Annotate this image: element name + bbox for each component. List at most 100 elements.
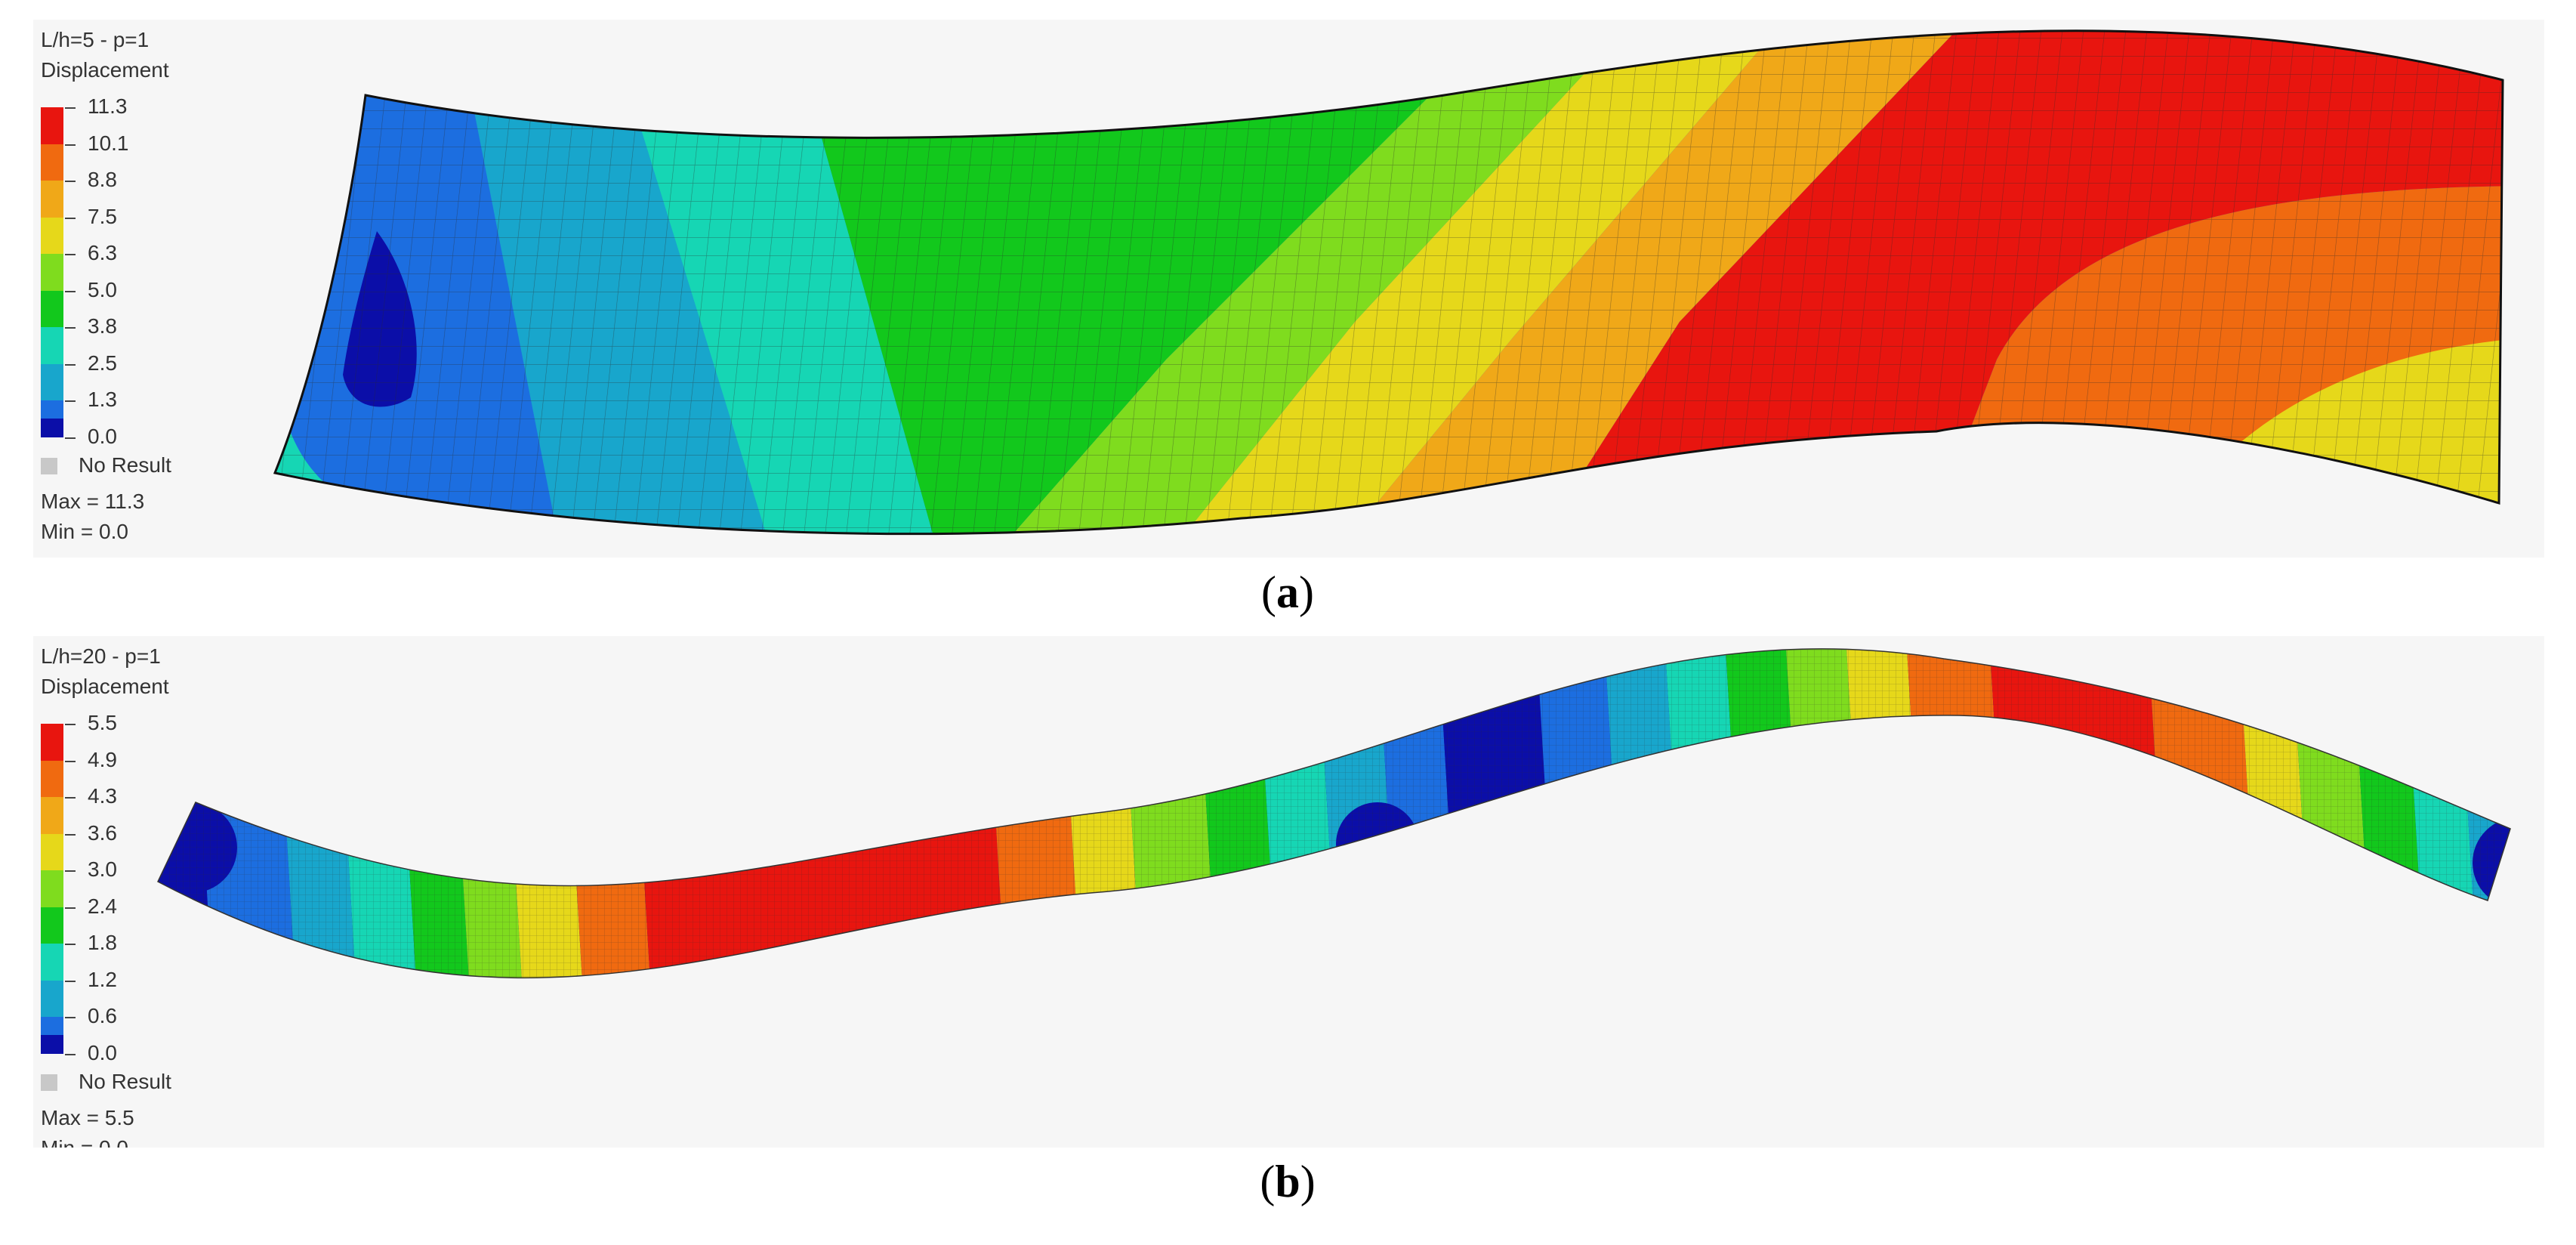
max-value-text: Max = 11.3 — [41, 489, 145, 513]
contour-band — [1257, 648, 1347, 978]
scale-band-0 — [41, 107, 63, 144]
scale-band-2 — [41, 797, 63, 834]
scale-label: 8.8 — [88, 168, 117, 191]
scale-tick — [65, 944, 76, 945]
caption-b: (b) — [1260, 1157, 1316, 1206]
scale-tick — [65, 327, 76, 329]
beam-contour-plot-b — [157, 636, 2544, 1148]
scale-tick — [65, 760, 76, 762]
no-result-entry: No Result — [41, 1067, 171, 1096]
scale-tick — [65, 870, 76, 872]
scale-label: 3.0 — [88, 857, 117, 881]
no-result-swatch — [41, 458, 57, 475]
scale-band-5 — [41, 907, 63, 944]
scale-tick — [65, 363, 76, 366]
scale-tick — [65, 290, 76, 292]
beam-b-contours — [158, 636, 2544, 1148]
contour-band — [2525, 636, 2544, 1148]
scale-band-4 — [41, 254, 63, 291]
contour-band — [2291, 648, 2382, 978]
scale-band-2 — [41, 181, 63, 218]
no-result-entry: No Result — [41, 451, 171, 480]
scale-band-3 — [41, 833, 63, 870]
scale-label: 5.0 — [88, 277, 117, 301]
caption-letter-b: b — [1275, 1157, 1300, 1206]
beam-contour-plot-a — [273, 29, 2504, 536]
scale-band-7 — [41, 363, 63, 400]
scale-label: 2.4 — [88, 894, 117, 918]
scale-label: 2.5 — [88, 351, 117, 375]
scale-tick — [65, 833, 76, 836]
scale-band-6 — [41, 327, 63, 364]
scale-tick — [65, 144, 76, 146]
contour-band — [2352, 648, 2435, 978]
scale-band-0 — [41, 724, 63, 761]
scale-band-7 — [41, 980, 63, 1017]
min-value-text: Min = 0.0 — [41, 1135, 128, 1148]
scale-band-1 — [41, 144, 63, 181]
result-quantity-b: Displacement — [41, 675, 169, 698]
caption-letter-a: a — [1276, 567, 1299, 617]
scale-label: 7.5 — [88, 204, 117, 228]
no-result-swatch — [41, 1074, 57, 1092]
scale-band-9 — [41, 1035, 63, 1054]
scale-label: 10.1 — [88, 131, 129, 155]
legend-b: L/h=20 - p=1 Displacement 5.5 4.9 4.3 3.6 3.… — [41, 642, 171, 1148]
scale-tick — [65, 907, 76, 909]
scale-label: 1.2 — [88, 967, 117, 991]
mesh-overlay — [275, 30, 2503, 534]
scale-tick — [65, 437, 76, 439]
scale-tick — [65, 107, 76, 109]
contour-band — [1121, 648, 1226, 978]
contour-panel-a: L/h=5 - p=1 Displacement 11.3 10.1 8.8 7.5 6… — [33, 20, 2544, 558]
contour-band — [1317, 648, 1408, 978]
scale-band-1 — [41, 760, 63, 797]
scale-label: 3.8 — [88, 314, 117, 338]
scale-band-5 — [41, 290, 63, 327]
contour-band — [2238, 648, 2321, 978]
no-result-label: No Result — [79, 453, 171, 477]
scale-label: 11.3 — [88, 94, 128, 118]
scale-tick — [65, 254, 76, 255]
scale-tick — [65, 980, 76, 982]
legend-a: L/h=5 - p=1 Displacement 11.3 10.1 8.8 7.5 6… — [41, 26, 171, 543]
contour-panel-b: L/h=20 - p=1 Displacement 5.5 4.9 4.3 3.6 3.… — [33, 636, 2544, 1148]
beam-outline — [157, 648, 2511, 979]
mesh-overlay — [158, 648, 2510, 978]
contour-band — [1377, 648, 1468, 978]
contour-band — [1196, 648, 1287, 978]
scale-band-6 — [41, 944, 63, 981]
color-scale-a: 11.3 10.1 8.8 7.5 6.3 5.0 3.8 2.5 1.3 0.0 No Resul… — [41, 94, 171, 543]
result-header-b: L/h=20 - p=1 — [41, 644, 161, 668]
scale-tick — [65, 797, 76, 799]
scale-label: 3.6 — [88, 820, 117, 845]
scale-tick — [65, 400, 76, 402]
scale-label: 4.9 — [88, 747, 117, 771]
no-result-label: No Result — [79, 1069, 171, 1093]
scale-label: 4.3 — [88, 784, 117, 808]
scale-label: 1.3 — [88, 388, 117, 411]
max-value-text: Max = 5.5 — [41, 1105, 134, 1129]
scale-label: 0.0 — [88, 1040, 117, 1064]
caption-a: (a) — [1261, 567, 1314, 617]
scale-tick — [65, 1053, 76, 1055]
scale-label: 5.5 — [88, 711, 117, 734]
scale-label: 1.8 — [88, 931, 117, 954]
min-value-text: Min = 0.0 — [41, 519, 128, 543]
scale-label: 0.0 — [88, 424, 117, 448]
scale-band-9 — [41, 419, 63, 437]
scale-band-3 — [41, 217, 63, 254]
contour-band — [2503, 648, 2510, 978]
scale-band-4 — [41, 870, 63, 907]
scale-label: 6.3 — [88, 241, 117, 264]
scale-tick — [65, 724, 76, 725]
scale-tick — [65, 1017, 76, 1018]
beam-a-contours — [275, 30, 2503, 534]
color-scale-b: 5.5 4.9 4.3 3.6 3.0 2.4 1.8 1.2 0.6 0.0 No Result M… — [41, 711, 171, 1148]
scale-tick — [65, 181, 76, 182]
scale-tick — [65, 217, 76, 219]
beam-outline — [273, 29, 2504, 536]
contour-band — [1053, 30, 1317, 51]
result-quantity-a: Displacement — [41, 58, 169, 82]
result-header-a: L/h=5 - p=1 — [41, 28, 150, 51]
